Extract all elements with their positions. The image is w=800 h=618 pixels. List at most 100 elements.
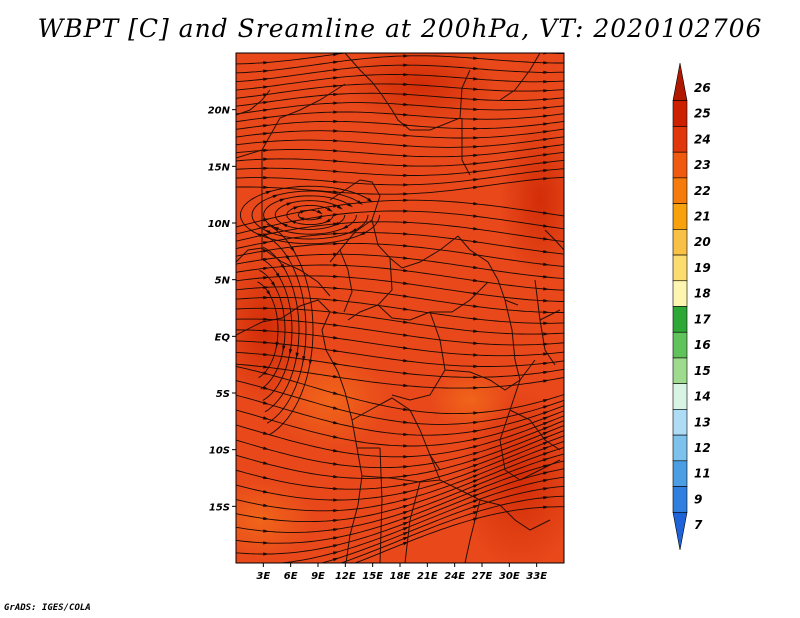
streamline-arrow — [543, 61, 550, 65]
streamline-arrow — [542, 446, 549, 451]
streamline-arrow — [262, 233, 270, 237]
streamline-arrow — [473, 170, 480, 174]
streamline-arrow — [543, 299, 550, 303]
streamline-arrow — [473, 375, 480, 379]
streamline-arrow — [403, 54, 410, 58]
streamline-arrow — [262, 225, 270, 230]
streamline-arrow — [472, 445, 480, 449]
streamline-arrow — [542, 405, 550, 409]
streamline-arrow — [402, 516, 410, 521]
colorbar-label: 26 — [694, 81, 711, 95]
streamline — [236, 409, 564, 447]
streamline-arrow — [543, 161, 550, 165]
colorbar-swatch — [672, 100, 688, 127]
streamline-arrow — [293, 206, 300, 210]
cool-anomaly-central — [430, 370, 510, 430]
streamline-arrow — [333, 528, 340, 532]
streamline-arrow — [472, 505, 480, 509]
streamline-arrow — [288, 348, 293, 356]
streamline-arrow — [333, 374, 340, 379]
streamline-arrow — [473, 364, 480, 368]
streamline-arrow — [403, 407, 410, 411]
streamline-arrow — [473, 201, 480, 206]
streamline-arrow — [333, 348, 340, 353]
streamline-arrow — [542, 411, 550, 415]
streamline — [277, 476, 564, 563]
streamline-arrow — [263, 516, 270, 521]
streamline-arrow — [543, 249, 550, 254]
colorbar-swatch — [672, 511, 688, 551]
streamline — [286, 204, 334, 226]
colorbar-label: 23 — [694, 158, 711, 172]
streamline-arrow — [473, 46, 479, 49]
streamline-arrow — [403, 102, 410, 107]
lat-tick-label: 5S — [216, 389, 230, 400]
streamline-arrow — [333, 179, 340, 184]
streamline-arrow — [302, 356, 306, 363]
streamline-arrow — [333, 169, 340, 173]
lat-tick-label: 20N — [208, 106, 231, 117]
streamline-arrow — [263, 166, 270, 170]
streamline-arrow — [272, 194, 279, 199]
cool-anomaly-southwest — [236, 480, 315, 560]
colorbar-label: 17 — [694, 312, 711, 326]
streamline-arrow — [403, 268, 410, 273]
streamline-arrow — [543, 106, 550, 110]
streamline-arrow — [403, 444, 410, 448]
streamline-arrow — [473, 162, 480, 166]
colorbar-label: 9 — [694, 492, 702, 506]
streamline-arrow — [472, 463, 480, 468]
streamline-arrow — [473, 214, 480, 218]
streamline-arrow — [333, 298, 340, 302]
streamline-arrow — [542, 416, 550, 421]
streamline-arrow — [403, 333, 410, 337]
streamline-arrow — [333, 159, 340, 163]
streamline-arrow — [281, 223, 288, 228]
streamline-arrow — [403, 420, 410, 424]
streamline-arrow — [270, 281, 276, 288]
streamline-arrow — [333, 92, 340, 97]
streamline-arrow — [275, 272, 281, 279]
streamline-arrow — [473, 117, 480, 121]
streamline-arrow — [543, 237, 550, 241]
streamline-arrow — [402, 511, 410, 515]
streamline-arrow — [402, 531, 409, 536]
streamline — [236, 136, 564, 148]
colorbar-label: 14 — [694, 390, 711, 404]
streamline-arrow — [403, 154, 410, 158]
streamline-arrow — [333, 286, 340, 290]
streamline — [236, 151, 564, 167]
streamline-arrow — [542, 421, 549, 426]
streamline-arrow — [333, 486, 340, 491]
grads-credit: GrADS: IGES/COLA — [4, 603, 91, 613]
streamline-arrow — [333, 564, 339, 567]
streamline-arrow — [262, 241, 270, 245]
streamline-arrow — [333, 274, 340, 279]
streamline-arrow — [473, 317, 480, 321]
streamline-arrow — [262, 218, 270, 222]
streamline-arrow — [473, 265, 480, 270]
streamline-arrow — [282, 345, 286, 352]
streamline-arrow — [255, 233, 262, 238]
streamline-arrow — [263, 503, 270, 507]
streamline-arrow — [403, 45, 409, 48]
streamline-arrow — [403, 220, 410, 224]
colorbar-label: 7 — [694, 518, 703, 532]
streamline-arrow — [403, 281, 410, 285]
streamline-arrow — [286, 202, 293, 206]
colorbar-label: 11 — [694, 467, 711, 481]
streamline — [236, 64, 564, 83]
streamline-arrow — [542, 479, 550, 483]
streamline — [236, 159, 564, 176]
streamline-arrow — [332, 557, 340, 562]
streamline-arrow — [333, 263, 340, 267]
colorbar-label: 12 — [694, 441, 711, 455]
streamline-arrow — [315, 215, 322, 220]
colorbar-swatch — [672, 357, 688, 384]
streamline-arrow — [262, 431, 270, 435]
streamline-arrow — [473, 353, 480, 357]
streamline-arrow — [473, 153, 480, 158]
streamline-arrow — [543, 80, 550, 84]
streamline — [236, 168, 564, 186]
streamline-arrow — [367, 197, 374, 203]
